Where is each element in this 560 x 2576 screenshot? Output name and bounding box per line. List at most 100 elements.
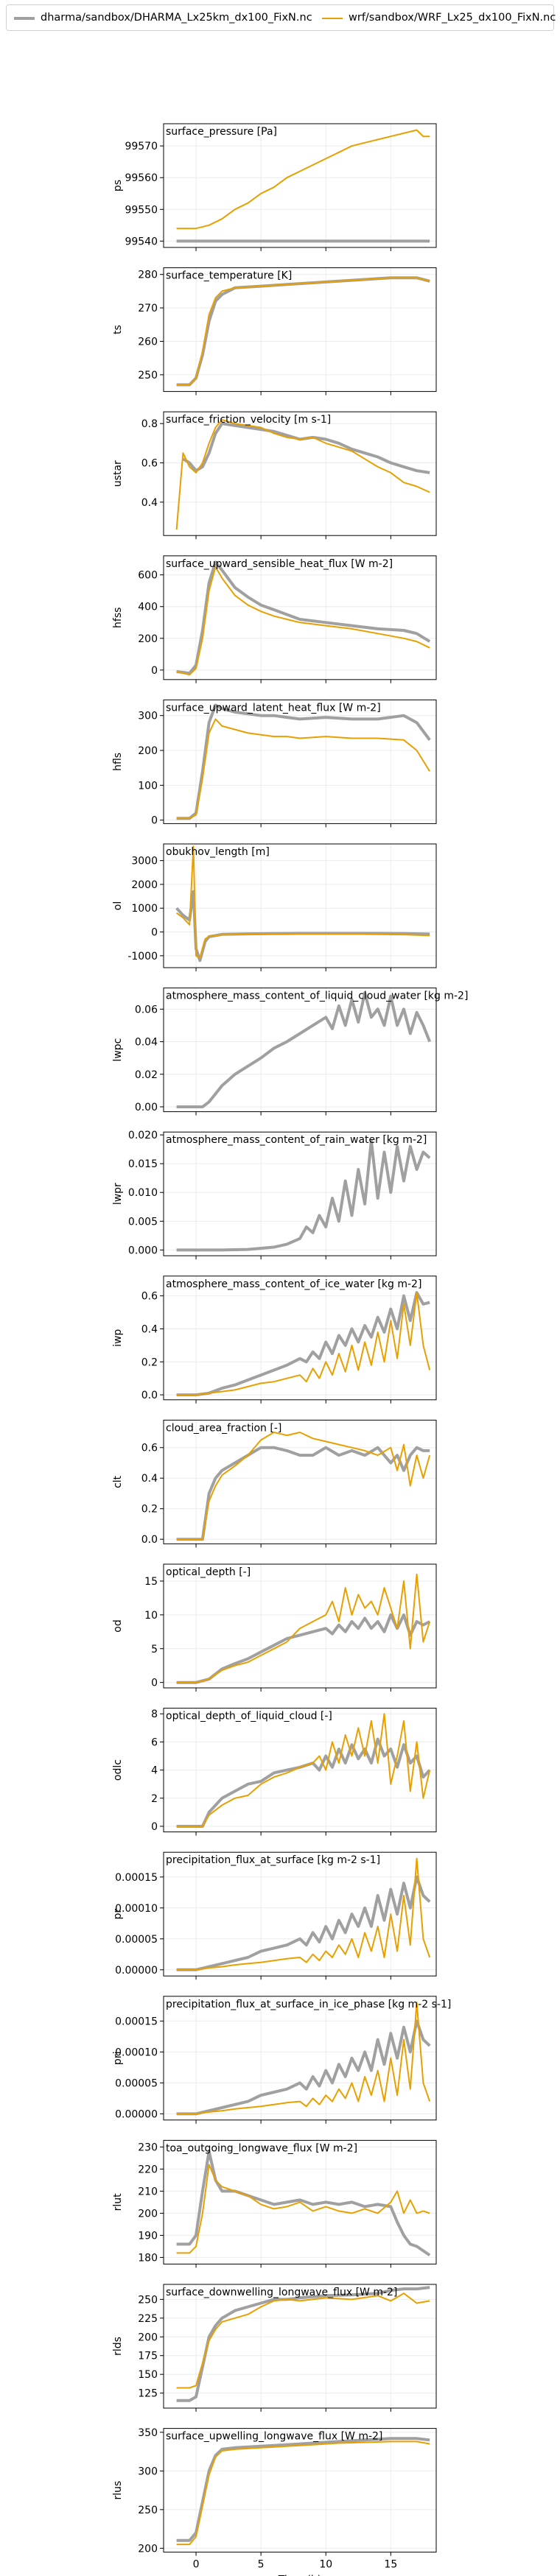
series-line-a [176,1875,431,1971]
y-tick-label: 250 [138,2294,158,2306]
panel-title: surface_upward_sensible_heat_flux [W m-2… [166,558,393,570]
series-line-a [176,991,432,1108]
y-tick-label: 6 [151,1736,158,1748]
y-tick-label: 280 [138,270,158,281]
axes-frame [163,1275,437,1401]
axes-frame [163,1996,437,2121]
panel-title: precipitation_flux_at_surface_in_ice_pha… [166,1999,451,2010]
y-axis-label: ol [112,901,124,910]
y-tick-label: 0 [151,927,158,939]
legend-line-series-b [322,18,343,19]
y-tick-label: 0.4 [141,497,158,509]
y-tick-label: 250 [138,370,158,381]
y-tick-label: 0.02 [135,1069,158,1081]
y-tick-label: 200 [138,633,158,645]
y-tick-label: 0.4 [141,1473,158,1485]
y-tick-label: 0.00010 [115,2047,158,2058]
y-tick-label: 0.000 [128,1245,158,1256]
y-tick-label: 220 [138,2164,158,2175]
y-tick-label: 0.00000 [115,2108,158,2120]
y-tick-label: 210 [138,2186,158,2197]
y-tick-label: 0.020 [128,1130,158,1141]
y-tick-label: 225 [138,2313,158,2325]
y-tick-label: 2000 [131,879,158,891]
series-line-b [176,845,430,960]
series-line-b [176,277,430,386]
panel-title: optical_depth_of_liquid_cloud [-] [166,1711,332,1722]
panel-title: atmosphere_mass_content_of_ice_water [kg… [166,1278,421,1290]
y-tick-label: 99550 [125,204,158,216]
panel-title: toa_outgoing_longwave_flux [W m-2] [166,2142,357,2154]
y-tick-label: 0.00010 [115,1903,158,1915]
axes-frame [163,555,437,680]
y-axis-label: rlds [112,2337,124,2356]
panel-pri: 0.00000 0.00005 0.00010 0.00015 precipitatio… [112,1996,451,2124]
y-tick-label: 4 [151,1765,158,1777]
y-tick-label: 0 [151,665,158,677]
y-tick-label: 0.00005 [115,2077,158,2089]
series-line-b [176,566,430,676]
panel-ts: 250 260 270 280 surface_temperature [K] ts [112,267,437,395]
y-axis-label: iwp [112,1329,124,1347]
panel-rlus: 200 250 300 350 0 5 10 15 surface_upwelling_long… [112,2427,437,2576]
panel-title: atmosphere_mass_content_of_rain_water [k… [166,1134,427,1146]
panel-ps: 99540 99550 99560 99570 surface_pressure [Pa… [112,123,437,251]
series-line-a [176,2286,430,2402]
y-tick-label: 1000 [131,903,158,915]
y-tick-label: 200 [138,2208,158,2220]
y-axis-label: hfls [112,753,124,771]
series-line-b [176,1573,431,1683]
x-tick-label: 0 [193,2559,200,2571]
axes-frame [163,2428,437,2553]
y-tick-label: 250 [138,2505,158,2516]
y-tick-label: 3000 [131,856,158,868]
y-tick-label: 0 [151,815,158,827]
panel-title: atmosphere_mass_content_of_liquid_cloud_… [166,990,468,1002]
y-tick-label: 600 [138,570,158,582]
series-line-a [182,422,430,474]
panel-clt: 0.0 0.2 0.4 0.6 cloud_area_fraction [-] clt [112,1419,437,1548]
panel-title: obukhov_length [m] [166,846,270,858]
series-line-b [176,718,431,820]
panel-rlds: 125 150 175 200 225 250 surface_downwelling_lo… [112,2284,437,2412]
panel-iwp: 0.0 0.2 0.4 0.6 atmosphere_mass_content_of_i… [112,1275,437,1404]
y-tick-label: 0 [151,1821,158,1833]
axes-frame [163,1563,437,1689]
axes-frame [163,699,437,824]
y-tick-label: 0.2 [141,1356,158,1368]
panel-title: surface_pressure [Pa] [166,126,277,138]
series-line-a [176,703,431,820]
panel-ustar: 0.4 0.6 0.8 surface_friction_velocity [m s-… [112,411,437,540]
series-line-a [176,2437,430,2542]
y-axis-label: clt [112,1475,124,1488]
panel-title: surface_friction_velocity [m s-1] [166,414,331,426]
y-tick-label: 0.00 [135,1102,158,1113]
legend-line-series-a [14,17,35,20]
y-tick-label: 99560 [125,172,158,184]
y-tick-label: 300 [138,2466,158,2477]
series-line-b [176,129,430,230]
y-tick-label: 0.6 [141,458,158,470]
series-line-a [176,2019,431,2116]
y-tick-label: 0.015 [128,1158,158,1170]
y-axis-label: ustar [112,460,124,487]
y-tick-label: 0.00015 [115,1872,158,1884]
series-line-a [176,1613,431,1684]
y-axis-label: rlut [112,2193,124,2211]
y-tick-label: 200 [138,2543,158,2555]
series-line-a [176,560,431,675]
y-tick-label: 125 [138,2388,158,2400]
series-line-a [176,1737,431,1828]
y-tick-label: 0.0 [141,1390,158,1401]
y-tick-label: 400 [138,602,158,613]
y-tick-label: 175 [138,2351,158,2362]
y-tick-label: 99570 [125,141,158,152]
series-line-b [176,1857,431,1971]
y-tick-label: 0.010 [128,1187,158,1199]
series-line-b [176,2292,430,2389]
y-tick-label: 0.00015 [115,2016,158,2027]
series-line-b [175,418,430,530]
y-tick-label: 0.4 [141,1323,158,1335]
y-tick-label: 0.2 [141,1504,158,1516]
panel-ol: -1000 0 1000 2000 3000 obukhov_length [m] ol [112,843,437,971]
